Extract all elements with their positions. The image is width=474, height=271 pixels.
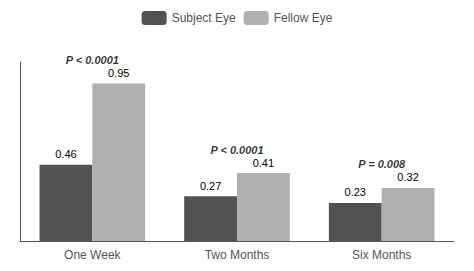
svg-text:0.41: 0.41 [253,157,274,169]
svg-text:Two Months: Two Months [205,248,270,262]
svg-text:One Week: One Week [64,248,121,262]
svg-text:Subject Eye: Subject Eye [172,11,236,25]
svg-text:0.46: 0.46 [55,148,76,160]
svg-text:Six Months: Six Months [352,248,411,262]
svg-text:P = 0.008: P = 0.008 [358,158,406,170]
svg-text:0.23: 0.23 [345,186,366,198]
svg-text:Fellow Eye: Fellow Eye [274,11,333,25]
svg-text:0.95: 0.95 [108,67,129,79]
svg-text:0.27: 0.27 [200,180,221,192]
svg-text:P < 0.0001: P < 0.0001 [66,54,119,66]
svg-text:0.32: 0.32 [397,171,418,183]
svg-text:P < 0.0001: P < 0.0001 [210,144,263,156]
